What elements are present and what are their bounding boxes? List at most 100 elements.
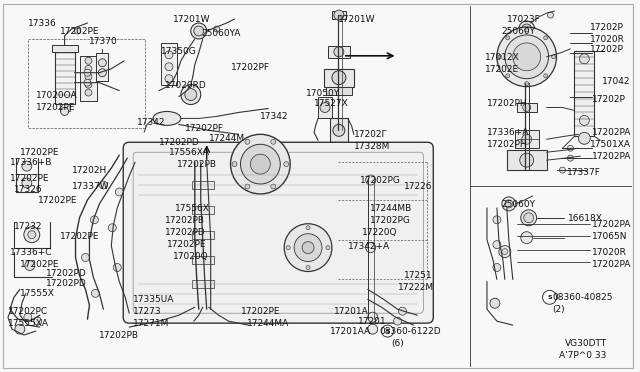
- Circle shape: [521, 210, 537, 226]
- Circle shape: [84, 79, 91, 86]
- Text: 17326: 17326: [14, 185, 42, 194]
- Text: 25060Y: 25060Y: [501, 27, 535, 36]
- Circle shape: [99, 59, 106, 67]
- Text: 17202PE: 17202PE: [10, 174, 49, 183]
- Circle shape: [232, 162, 237, 167]
- Text: 08360-6122D: 08360-6122D: [380, 327, 441, 336]
- Circle shape: [543, 291, 557, 304]
- Text: 17555X: 17555X: [20, 289, 55, 298]
- Circle shape: [85, 81, 92, 88]
- Circle shape: [493, 241, 501, 248]
- Circle shape: [505, 200, 513, 208]
- Circle shape: [502, 197, 516, 211]
- Circle shape: [523, 103, 531, 112]
- Bar: [54, 49, 74, 103]
- Text: 17202PE: 17202PE: [38, 196, 77, 205]
- Circle shape: [22, 161, 32, 171]
- Text: 17202PF: 17202PF: [185, 124, 224, 134]
- Circle shape: [513, 43, 541, 71]
- Circle shape: [521, 232, 532, 244]
- Bar: [516, 103, 537, 112]
- Circle shape: [522, 24, 532, 34]
- Circle shape: [493, 263, 501, 272]
- Text: 17202PA: 17202PA: [592, 128, 632, 137]
- Circle shape: [306, 226, 310, 230]
- Text: 17201A: 17201A: [334, 307, 369, 316]
- Bar: [326, 87, 352, 94]
- Bar: [192, 256, 214, 263]
- Text: 17020RD: 17020RD: [165, 81, 207, 90]
- Circle shape: [525, 28, 529, 32]
- Circle shape: [185, 89, 196, 100]
- Circle shape: [559, 167, 566, 173]
- Bar: [328, 46, 350, 58]
- Text: 17202P: 17202P: [590, 45, 624, 54]
- Text: (6): (6): [392, 339, 404, 348]
- Text: 17342+A: 17342+A: [348, 242, 390, 251]
- Text: 17012X: 17012X: [485, 53, 520, 62]
- Circle shape: [85, 65, 92, 72]
- Text: 17350G: 17350G: [161, 47, 196, 56]
- Circle shape: [271, 139, 276, 144]
- Circle shape: [194, 26, 204, 36]
- Text: 17202PD: 17202PD: [45, 279, 86, 288]
- Circle shape: [113, 263, 121, 272]
- Circle shape: [90, 216, 99, 224]
- Circle shape: [24, 313, 32, 321]
- Text: 17202PC: 17202PC: [8, 307, 48, 316]
- Text: 17342: 17342: [137, 118, 166, 128]
- Circle shape: [165, 51, 173, 59]
- Text: 17336: 17336: [28, 19, 56, 28]
- Text: 17020OA: 17020OA: [36, 91, 77, 100]
- Text: 17202PE: 17202PE: [241, 307, 280, 316]
- Text: 17273: 17273: [133, 307, 162, 316]
- Circle shape: [326, 246, 330, 250]
- Circle shape: [506, 36, 509, 40]
- Text: 17202PE: 17202PE: [36, 103, 76, 112]
- Circle shape: [552, 55, 556, 59]
- Text: 17202PA: 17202PA: [592, 220, 632, 229]
- Circle shape: [99, 69, 106, 77]
- Text: 17020R: 17020R: [592, 248, 627, 257]
- Text: 17202PE: 17202PE: [60, 27, 99, 36]
- Circle shape: [499, 246, 511, 257]
- Text: 17556XA: 17556XA: [169, 148, 210, 157]
- Circle shape: [548, 12, 554, 18]
- Text: 17222M: 17222M: [397, 283, 434, 292]
- Circle shape: [25, 260, 35, 270]
- Circle shape: [334, 47, 344, 57]
- Circle shape: [524, 213, 534, 223]
- Bar: [28, 39, 145, 128]
- Text: 17202PE: 17202PE: [60, 232, 99, 241]
- Text: 17202PB: 17202PB: [177, 160, 217, 169]
- Circle shape: [506, 74, 509, 78]
- Circle shape: [230, 134, 290, 194]
- Text: 17201AA: 17201AA: [330, 327, 371, 336]
- Circle shape: [286, 246, 290, 250]
- Text: (2): (2): [552, 305, 565, 314]
- Text: S: S: [547, 295, 552, 300]
- Ellipse shape: [153, 112, 181, 125]
- Circle shape: [165, 75, 173, 83]
- Text: 17202PE: 17202PE: [167, 240, 207, 248]
- Text: 17271M: 17271M: [133, 319, 170, 328]
- Circle shape: [24, 227, 40, 243]
- Text: 17020R: 17020R: [590, 35, 625, 44]
- Circle shape: [368, 312, 378, 322]
- Circle shape: [294, 234, 322, 262]
- Circle shape: [568, 155, 573, 161]
- Circle shape: [399, 307, 406, 315]
- Circle shape: [544, 74, 548, 78]
- Bar: [97, 53, 108, 81]
- Circle shape: [519, 21, 534, 37]
- Circle shape: [34, 317, 42, 325]
- Text: 17201W: 17201W: [173, 15, 211, 24]
- Circle shape: [108, 224, 116, 232]
- Text: 17065N: 17065N: [592, 232, 628, 241]
- Circle shape: [568, 145, 573, 151]
- Circle shape: [302, 242, 314, 254]
- Circle shape: [579, 132, 590, 144]
- Circle shape: [61, 108, 68, 115]
- Bar: [192, 206, 214, 214]
- Circle shape: [165, 63, 173, 71]
